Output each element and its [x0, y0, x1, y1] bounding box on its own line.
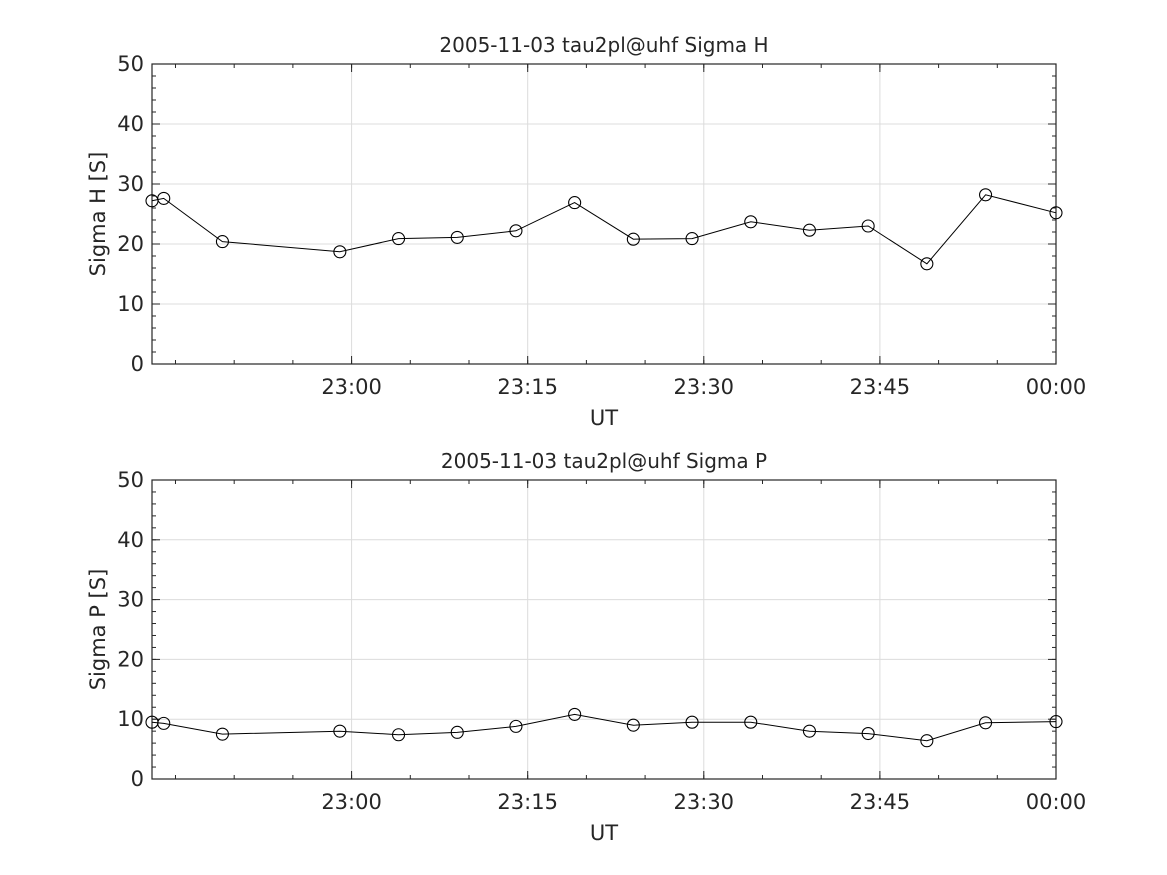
- sigma-p-data-point: [450, 725, 464, 739]
- sigma-h-y-tick-label: 10: [117, 292, 144, 316]
- sigma-h-data-point: [450, 230, 464, 244]
- sigma-h-data-point: [1049, 206, 1063, 220]
- sigma-p-series-line: [151, 713, 1057, 742]
- sigma-p-y-tick-label: 50: [117, 468, 144, 492]
- sigma-h-data-point: [626, 232, 640, 246]
- sigma-p-data-point: [685, 715, 699, 729]
- sigma-p-y-tick-label: 10: [117, 707, 144, 731]
- sigma-p-x-tick-label: 23:15: [497, 790, 558, 814]
- sigma-p-x-tick-label: 23:30: [674, 790, 735, 814]
- sigma-p-y-tick-label: 30: [117, 588, 144, 612]
- sigma-h-y-tick-label: 30: [117, 172, 144, 196]
- sigma-h-series-line: [151, 194, 1057, 265]
- sigma-p-data-point: [861, 727, 875, 741]
- sigma-h-data-point: [333, 245, 347, 259]
- sigma-h-x-tick-label: 23:15: [497, 375, 558, 399]
- sigma-p-panel: 0 10 20 30 40 50 23:00 23:15 23:30 23:45 00:00 2005…: [86, 449, 1086, 845]
- sigma-h-y-tick-label: 50: [117, 52, 144, 76]
- sigma-p-data-point: [509, 719, 523, 733]
- sigma-p-data-point: [1049, 715, 1063, 729]
- sigma-h-data-point: [509, 224, 523, 238]
- sigma-p-x-tick-label: 23:45: [850, 790, 911, 814]
- sigma-h-data-point: [744, 215, 758, 229]
- sigma-h-title: 2005-11-03 tau2pl@uhf Sigma H: [439, 33, 768, 57]
- sigma-p-data-point: [391, 728, 406, 742]
- sigma-p-data-point: [744, 715, 758, 729]
- sigma-p-y-tick-label: 20: [117, 647, 144, 671]
- sigma-h-data-point: [157, 191, 171, 205]
- sigma-h-x-tick-label: 23:45: [850, 375, 911, 399]
- sigma-p-data-point: [157, 716, 171, 730]
- sigma-h-y-tick-label: 20: [117, 232, 144, 256]
- sigma-h-data-point: [685, 232, 699, 246]
- sigma-h-y-axis-label: Sigma H [S]: [86, 152, 110, 277]
- sigma-p-y-tick-label: 40: [117, 528, 144, 552]
- sigma-p-x-tick-label: 00:00: [1026, 790, 1087, 814]
- sigma-p-data-point: [979, 716, 993, 730]
- sigma-h-x-tick-label: 00:00: [1026, 375, 1087, 399]
- sigma-p-data-point: [626, 718, 640, 732]
- sigma-h-data-point: [979, 188, 993, 202]
- sigma-h-data-point: [802, 223, 817, 237]
- sigma-h-data-point: [215, 235, 229, 249]
- sigma-p-x-tick-label: 23:00: [321, 790, 382, 814]
- sigma-p-data-point: [920, 734, 934, 748]
- sigma-p-x-axis-label: UT: [590, 821, 618, 845]
- sigma-h-data-point: [920, 257, 934, 271]
- sigma-p-data-point: [333, 724, 347, 738]
- sigma-p-plot-frame: [151, 479, 1057, 780]
- sigma-h-x-axis-label: UT: [590, 406, 618, 430]
- sigma-h-plot-frame: [151, 63, 1057, 365]
- sigma-h-data-point: [568, 196, 582, 210]
- sigma-p-y-tick-label: 0: [131, 767, 144, 791]
- sigma-p-data-point: [802, 724, 817, 738]
- sigma-h-x-tick-label: 23:30: [674, 375, 735, 399]
- sigma-p-y-axis-label: Sigma P [S]: [86, 569, 110, 691]
- sigma-h-panel: 0 10 20 30 40 50 23:00 23:15 23:30 23:45 00:00 2005…: [86, 33, 1086, 430]
- sigma-h-data-point: [391, 232, 406, 246]
- sigma-p-data-point: [568, 707, 582, 721]
- sigma-p-title: 2005-11-03 tau2pl@uhf Sigma P: [441, 449, 767, 473]
- sigma-h-x-tick-label: 23:00: [321, 375, 382, 399]
- sigma-h-y-tick-label: 40: [117, 112, 144, 136]
- sigma-p-data-point: [215, 727, 229, 741]
- sigma-h-y-tick-label: 0: [131, 352, 144, 376]
- sigma-h-data-point: [861, 219, 875, 233]
